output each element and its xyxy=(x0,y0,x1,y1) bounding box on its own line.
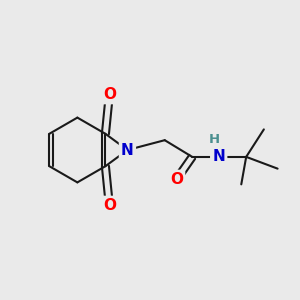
Text: H: H xyxy=(209,133,220,146)
Text: N: N xyxy=(212,149,225,164)
Text: O: O xyxy=(103,198,116,213)
Text: N: N xyxy=(121,142,134,158)
Text: O: O xyxy=(103,87,116,102)
Text: O: O xyxy=(170,172,183,187)
